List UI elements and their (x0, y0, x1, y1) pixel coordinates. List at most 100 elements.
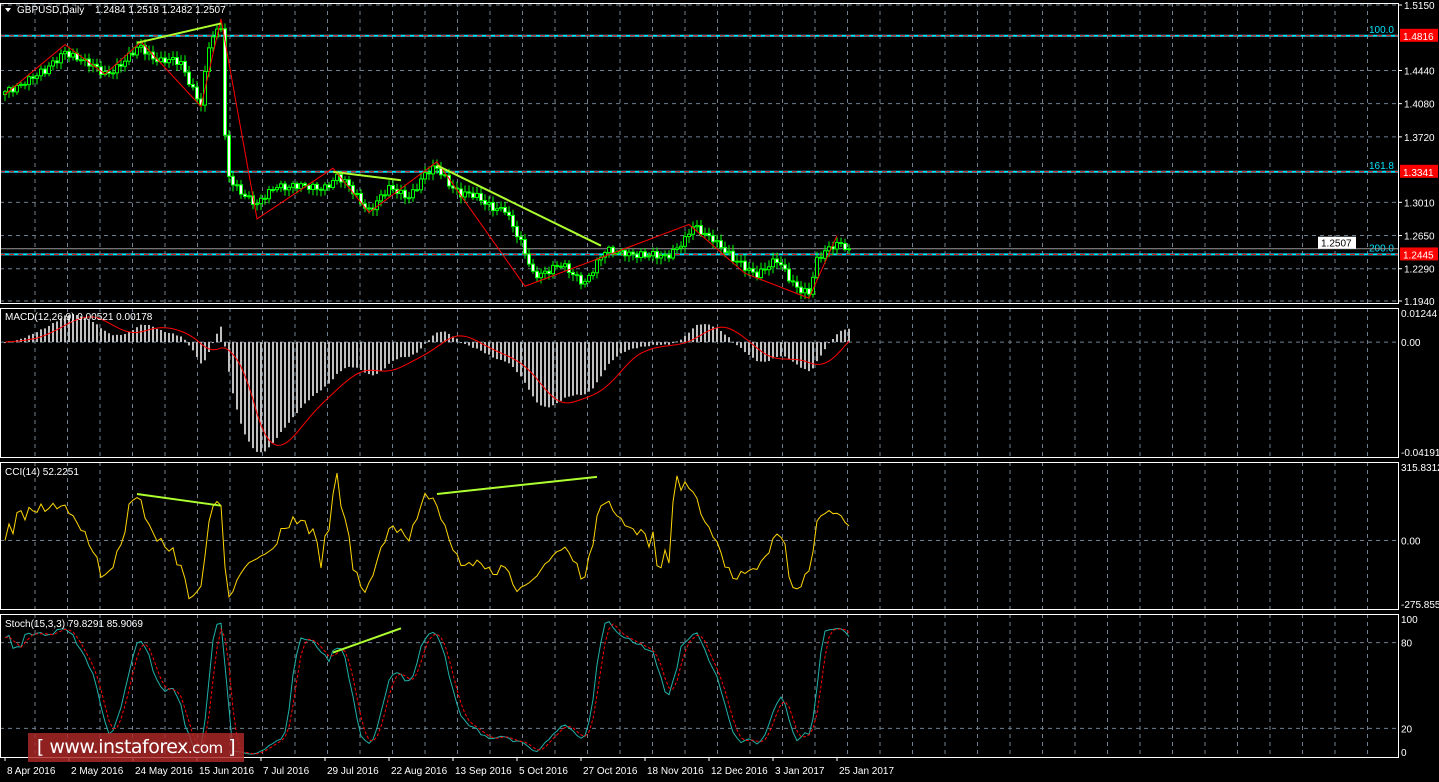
time-tick-label: 22 Aug 2016 (391, 766, 448, 777)
cci-pane[interactable] (0, 473, 1398, 600)
collapse-triangle-icon[interactable] (5, 8, 11, 12)
macd-histogram-bar (432, 335, 434, 343)
candle-body (191, 83, 195, 88)
price-marker-label: 1.3341 (1403, 168, 1434, 179)
candle-body (711, 235, 715, 243)
candle (543, 266, 547, 280)
candle (163, 51, 167, 67)
candle-body (683, 236, 687, 247)
candle-body (511, 214, 515, 228)
macd-histogram-bar (408, 342, 410, 357)
candle (515, 220, 519, 244)
candle (351, 181, 355, 199)
candle-body (111, 72, 115, 75)
macd-histogram-bar (504, 342, 506, 362)
candle-body (195, 86, 199, 100)
candle (415, 183, 419, 192)
candle-body (271, 189, 275, 192)
macd-histogram-bar (604, 342, 606, 371)
candle-body (559, 265, 563, 268)
candle (267, 185, 271, 204)
candle-body (659, 254, 663, 259)
candle-body (699, 225, 703, 236)
candle-body (695, 225, 699, 228)
macd-histogram-bar (380, 342, 382, 371)
macd-histogram-bar (348, 342, 350, 367)
candle-body (131, 52, 135, 56)
candle (211, 31, 215, 53)
stoch-pane[interactable] (0, 621, 1398, 755)
candle-body (703, 232, 707, 236)
candle (799, 281, 803, 300)
candle-body (515, 226, 519, 238)
macd-histogram-bar (312, 342, 314, 396)
watermark-text: www.instaforex (49, 736, 188, 758)
candle (475, 187, 479, 201)
current-price-marker (1318, 236, 1356, 249)
candle (751, 262, 755, 277)
macd-histogram-bar (80, 316, 82, 343)
candle (67, 46, 71, 63)
macd-label: MACD(12,26,9) 0.00521 0.00178 (5, 312, 153, 323)
candle-body (299, 183, 303, 190)
macd-histogram-bar (580, 342, 582, 396)
candle-body (539, 272, 543, 279)
candle (747, 262, 751, 277)
candle-body (487, 201, 491, 205)
candle-body (491, 201, 495, 212)
time-tick-label: 15 Jun 2016 (199, 766, 254, 777)
candle (811, 271, 815, 298)
candle-body (483, 199, 487, 205)
candle (627, 249, 631, 263)
candle-body (211, 36, 215, 49)
candle-body (399, 189, 403, 194)
candle (95, 58, 99, 73)
macd-histogram-bar (500, 342, 502, 360)
candle (103, 65, 107, 77)
candle-body (411, 189, 415, 199)
candle (635, 250, 639, 264)
candle-body (407, 197, 411, 200)
candle-body (643, 251, 647, 258)
macd-histogram-bar (236, 342, 238, 410)
time-tick-label: 5 Oct 2016 (519, 766, 568, 777)
instaforex-watermark[interactable]: [ www.instaforex.com ] (28, 733, 244, 762)
candle-body (315, 183, 319, 190)
candle (55, 56, 59, 69)
candle-body (607, 246, 611, 254)
candle-body (175, 57, 179, 65)
macd-histogram-bar (680, 339, 682, 343)
candle (159, 51, 163, 64)
macd-histogram-bar (468, 342, 470, 346)
candle (659, 251, 663, 265)
candle (231, 171, 235, 192)
price-marker-label: 1.4816 (1403, 32, 1434, 43)
candle-body (647, 255, 651, 258)
candle-body (267, 189, 271, 200)
candle (815, 251, 819, 280)
macd-histogram-bar (560, 342, 562, 401)
macd-pane[interactable] (0, 313, 1398, 453)
candle (43, 65, 47, 77)
cci-line (4, 473, 850, 600)
watermark-bracket: ] (228, 736, 236, 758)
candle (655, 247, 659, 265)
macd-histogram-bar (56, 321, 58, 343)
candle (695, 220, 699, 232)
macd-histogram-bar (812, 342, 814, 369)
candle (407, 191, 411, 204)
time-tick-label: 24 May 2016 (135, 766, 193, 777)
candle-body (679, 245, 683, 249)
candle-body (67, 50, 71, 58)
candle (403, 184, 407, 205)
macd-histogram-bar (156, 328, 158, 343)
macd-histogram-bar (100, 328, 102, 343)
macd-histogram-bar (716, 328, 718, 343)
macd-histogram-bar (124, 334, 126, 343)
candle-body (767, 266, 771, 271)
candle-body (759, 268, 763, 279)
macd-histogram-bar (584, 342, 586, 395)
macd-histogram-bar (216, 333, 218, 343)
